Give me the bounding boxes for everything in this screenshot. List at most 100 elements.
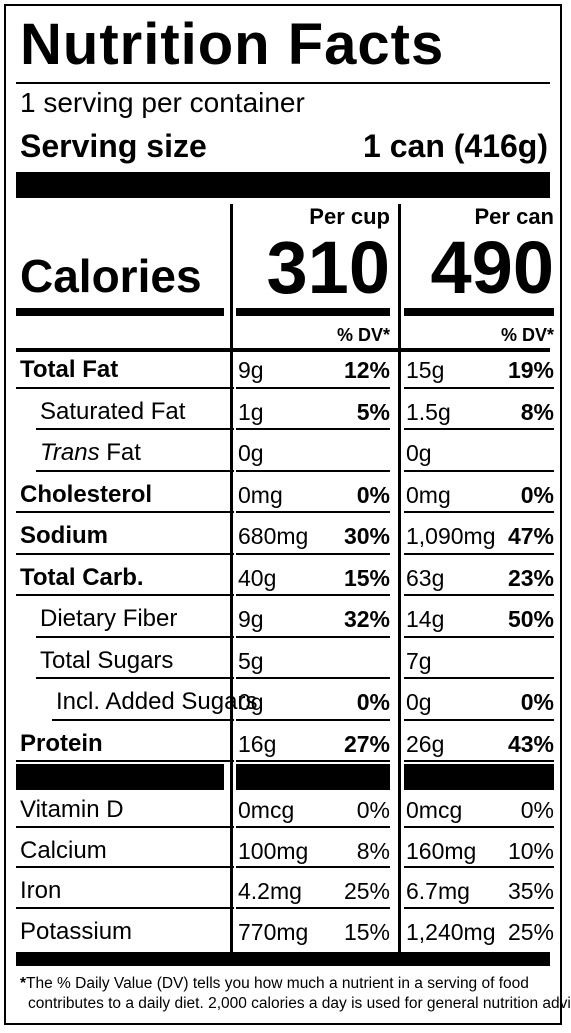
thick-divider: [16, 172, 550, 198]
per-can-dv: 35%: [507, 878, 554, 904]
row-divider: [404, 469, 554, 472]
row-divider: [236, 386, 390, 389]
per-can-dv: 50%: [507, 606, 554, 632]
row-divider: [16, 906, 234, 909]
row-divider: [404, 718, 554, 721]
row-divider: [236, 428, 390, 430]
row-divider: [236, 825, 390, 828]
per-can-amount: 63g: [406, 564, 445, 591]
per-cup-amount: 9g: [238, 606, 264, 632]
per-can-header: Per can: [474, 204, 555, 229]
nutrient-label: Cholesterol: [20, 480, 153, 508]
serving-size-label: Serving size: [20, 128, 207, 164]
row-divider: [16, 825, 234, 828]
per-cup-amount: 40g: [238, 564, 277, 591]
per-can-amount: 14g: [406, 606, 445, 632]
per-can-dv: 0%: [520, 481, 554, 508]
per-can-dv: 43%: [507, 730, 554, 757]
per-can-amount: 6.7mg: [406, 878, 470, 904]
calories-bar-left: [16, 308, 224, 316]
per-can-dv: 0%: [520, 689, 554, 715]
divider: [16, 348, 550, 352]
row-divider: [236, 866, 390, 868]
row-divider: [36, 635, 234, 638]
row-divider: [236, 469, 390, 472]
nutrient-label-italic: Trans: [40, 439, 100, 466]
per-can-amount: 0mcg: [406, 797, 463, 823]
per-cup-amount: 0g: [238, 440, 264, 466]
row-divider: [16, 866, 234, 868]
per-can-amount: 0mg: [406, 481, 451, 508]
row-divider: [236, 635, 390, 638]
row-divider: [404, 511, 554, 513]
nutrient-label: Potassium: [20, 917, 133, 945]
row-divider: [36, 677, 234, 679]
per-cup-dv: 8%: [356, 837, 390, 864]
per-can-dv: 19%: [507, 357, 554, 383]
per-can-dv: 10%: [507, 837, 554, 864]
row-divider: [236, 552, 390, 555]
calories-per-can: 490: [430, 226, 554, 309]
nutrient-label: Incl. Added Sugars: [56, 688, 258, 715]
row-divider: [36, 469, 234, 472]
per-can-amount: 1.5g: [406, 398, 451, 425]
nutrient-label: Total Sugars: [40, 646, 174, 674]
footnote-bar: [16, 952, 550, 966]
per-cup-amount: 5g: [238, 647, 264, 674]
calories-bar-cup: [236, 308, 390, 316]
per-cup-dv: 0%: [356, 481, 390, 508]
per-cup-amount: 1g: [238, 398, 264, 425]
nutrition-facts-panel: Nutrition Facts 1 serving per container …: [4, 4, 571, 1025]
per-can-amount: 160mg: [406, 837, 477, 864]
per-cup-dv: 30%: [343, 523, 390, 549]
row-divider: [236, 718, 390, 721]
nutrient-label: Sodium: [20, 522, 108, 549]
nutrient-label: Dietary Fiber: [40, 605, 178, 632]
row-divider: [236, 677, 390, 679]
nutrient-label: Total Fat: [20, 356, 119, 383]
calories-bar-can: [404, 308, 554, 316]
per-cup-dv: 0%: [356, 689, 390, 715]
label-title: Nutrition Facts: [20, 12, 445, 77]
micro-bar-cup: [236, 764, 390, 790]
calories-per-cup: 310: [266, 226, 390, 309]
per-can-dv: 47%: [507, 523, 554, 549]
column-separator-can: [398, 204, 401, 952]
per-can-amount: 15g: [406, 357, 445, 383]
dv-header-cup: % DV*: [336, 325, 390, 345]
per-cup-amount: 100mg: [238, 837, 309, 864]
per-can-dv: 8%: [520, 398, 554, 425]
per-can-amount: 7g: [406, 647, 432, 674]
per-cup-dv: 25%: [343, 878, 390, 904]
nutrient-label: Saturated Fat: [40, 397, 186, 425]
column-separator-cup: [230, 204, 233, 952]
per-can-amount: 1,240mg: [406, 918, 496, 945]
row-divider: [404, 825, 554, 828]
dv-header-can: % DV*: [500, 325, 554, 345]
nutrient-label: Protein: [20, 729, 103, 757]
per-cup-amount: 0g: [238, 689, 264, 715]
per-can-amount: 0g: [406, 689, 432, 715]
nutrient-label: Iron: [20, 877, 62, 904]
per-cup-amount: 0mg: [238, 481, 283, 508]
footnote-asterisk: *: [20, 975, 27, 992]
per-cup-dv: 12%: [343, 357, 390, 383]
row-divider: [404, 635, 554, 638]
per-can-amount: 0g: [406, 440, 432, 466]
row-divider: [236, 760, 390, 762]
footnote-line-1: *The % Daily Value (DV) tells you how mu…: [20, 974, 529, 993]
nutrient-label: Vitamin D: [20, 796, 124, 823]
per-cup-amount: 9g: [238, 357, 264, 383]
row-divider: [236, 511, 390, 513]
servings-per-container: 1 serving per container: [20, 87, 305, 118]
row-divider: [404, 594, 554, 596]
per-can-amount: 1,090mg: [406, 523, 496, 549]
per-cup-amount: 770mg: [238, 918, 309, 945]
row-divider: [404, 552, 554, 555]
per-can-amount: 26g: [406, 730, 445, 757]
row-divider: [36, 428, 234, 430]
micro-bar-left: [16, 764, 224, 790]
row-divider: [404, 866, 554, 868]
per-cup-amount: 0mcg: [238, 797, 295, 823]
nutrient-label: Trans Fat: [40, 433, 141, 473]
